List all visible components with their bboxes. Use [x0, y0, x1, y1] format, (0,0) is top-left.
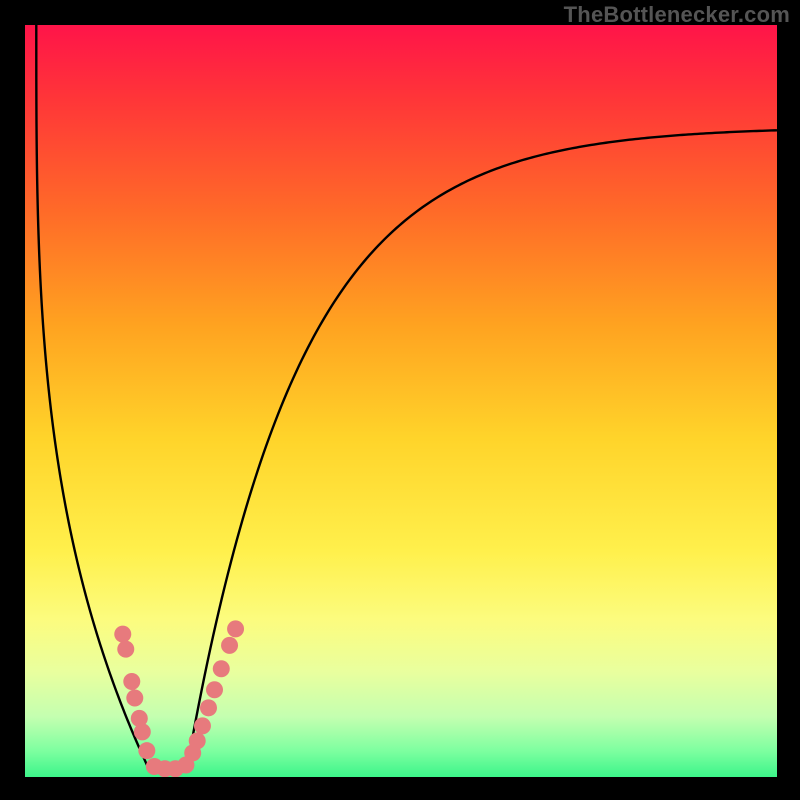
- data-marker: [126, 690, 143, 707]
- gradient-plot-background: [25, 25, 777, 777]
- data-marker: [123, 673, 140, 690]
- data-marker: [117, 641, 134, 658]
- data-marker: [189, 732, 206, 749]
- data-marker: [213, 660, 230, 677]
- data-marker: [134, 723, 151, 740]
- data-marker: [138, 742, 155, 759]
- data-marker: [206, 681, 223, 698]
- bottleneck-chart-svg: [0, 0, 800, 800]
- data-marker: [221, 637, 238, 654]
- data-marker: [200, 699, 217, 716]
- data-marker: [114, 626, 131, 643]
- watermark-text: TheBottlenecker.com: [564, 2, 790, 28]
- data-marker: [227, 620, 244, 637]
- chart-stage: TheBottlenecker.com: [0, 0, 800, 800]
- data-marker: [194, 717, 211, 734]
